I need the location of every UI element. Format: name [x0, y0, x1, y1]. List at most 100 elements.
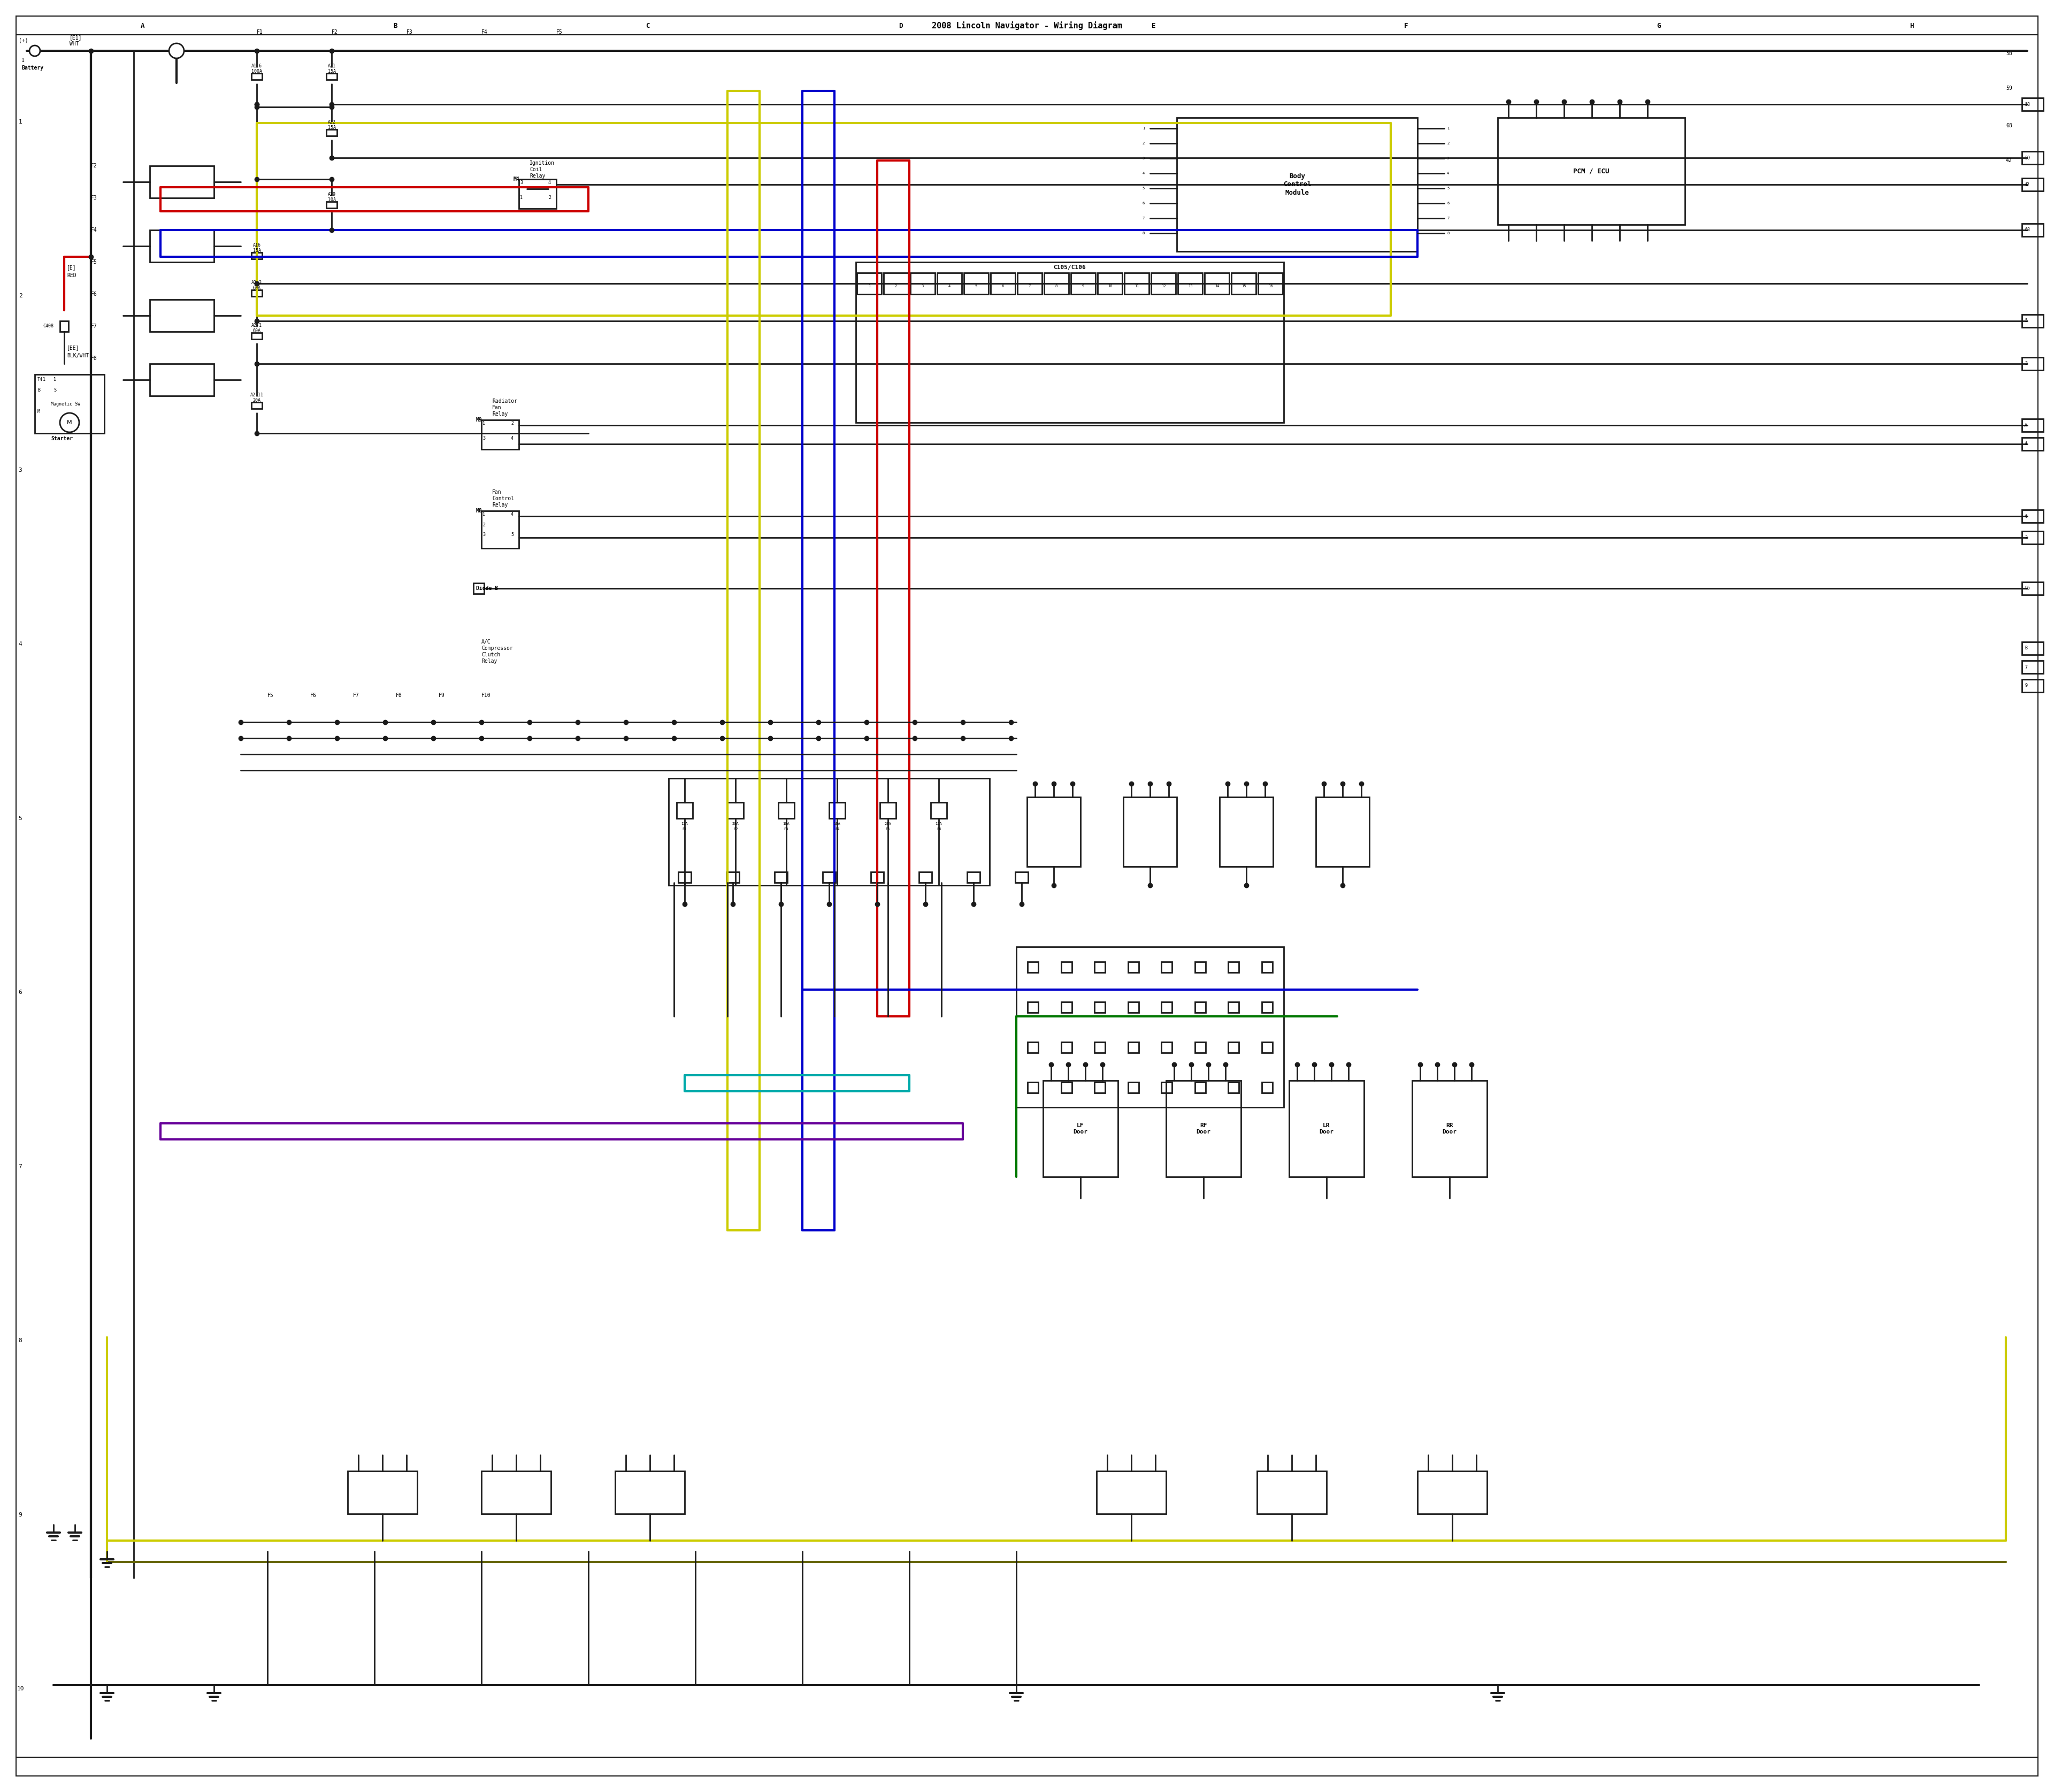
Text: 3: 3 [922, 285, 924, 289]
Bar [1097, 272, 1121, 294]
Bar [1161, 1082, 1173, 1093]
Text: T4: T4 [37, 378, 43, 382]
Text: B: B [392, 22, 396, 29]
Bar [1017, 272, 1041, 294]
Text: 42: 42 [2025, 183, 2029, 186]
Bar [1017, 946, 1284, 1107]
Circle shape [168, 43, 185, 59]
Text: 4: 4 [511, 435, 514, 441]
Text: Relay: Relay [481, 658, 497, 663]
Text: F2: F2 [733, 828, 737, 831]
Text: H: H [1910, 22, 1914, 29]
Text: F5: F5 [557, 29, 563, 34]
Bar [778, 803, 795, 819]
Text: 6: 6 [1446, 202, 1450, 204]
Bar [879, 803, 896, 819]
Text: 1: 1 [18, 118, 23, 124]
Bar [918, 873, 933, 883]
Bar [2021, 437, 2044, 450]
Text: F7: F7 [353, 694, 359, 699]
Bar [1261, 1041, 1271, 1052]
Text: 14: 14 [1214, 285, 1220, 289]
Text: LF
Door: LF Door [1074, 1124, 1089, 1134]
Text: 2: 2 [18, 294, 23, 299]
Text: 13: 13 [1187, 285, 1193, 289]
Text: 5: 5 [1142, 186, 1144, 190]
Bar [150, 299, 214, 332]
Bar [1228, 962, 1239, 973]
Bar [910, 272, 935, 294]
Text: A1-6: A1-6 [251, 65, 263, 68]
Text: 5: 5 [511, 532, 514, 538]
Text: 4: 4 [511, 513, 514, 518]
Bar [2021, 419, 2044, 432]
Text: A: A [2025, 423, 2027, 428]
Bar [1027, 1082, 1039, 1093]
Bar [60, 321, 68, 332]
Text: 20A: 20A [731, 823, 739, 826]
Text: 95: 95 [2025, 586, 2029, 591]
Bar [1413, 1081, 1487, 1177]
Text: RR
Door: RR Door [1442, 1124, 1456, 1134]
Text: WHT: WHT [70, 41, 78, 47]
Bar [678, 873, 690, 883]
Text: 3: 3 [1142, 156, 1144, 159]
Bar [1095, 1002, 1105, 1012]
Text: 5: 5 [976, 285, 978, 289]
Bar [2021, 582, 2044, 595]
Text: Body
Control
Module: Body Control Module [1284, 174, 1310, 195]
Text: E: E [1152, 22, 1154, 29]
Text: 11: 11 [1134, 285, 1138, 289]
Text: 15A: 15A [682, 823, 688, 826]
Text: S: S [53, 389, 55, 392]
Text: 20A: 20A [253, 398, 261, 403]
Bar [1062, 1082, 1072, 1093]
Text: 1: 1 [21, 57, 25, 63]
Bar [2021, 99, 2044, 111]
Bar [2021, 679, 2044, 692]
Text: F6: F6 [90, 292, 97, 297]
Bar [347, 1471, 417, 1514]
Bar [1128, 962, 1138, 973]
Bar [1257, 272, 1282, 294]
Bar [676, 803, 692, 819]
Text: Ignition: Ignition [530, 161, 555, 167]
Bar [1417, 1471, 1487, 1514]
Bar [1228, 1082, 1239, 1093]
Text: F1: F1 [257, 29, 263, 34]
Text: 6: 6 [2025, 514, 2027, 518]
Bar [1195, 962, 1206, 973]
Text: 59: 59 [2025, 156, 2029, 159]
Bar [1027, 1002, 1039, 1012]
Bar [2021, 661, 2044, 674]
Text: F10: F10 [481, 694, 491, 699]
Circle shape [60, 412, 80, 432]
Text: 10A: 10A [834, 823, 840, 826]
Bar [1167, 1081, 1241, 1177]
Circle shape [29, 45, 41, 56]
Bar [1027, 962, 1039, 973]
Text: F5: F5 [885, 828, 889, 831]
Text: F6: F6 [937, 828, 941, 831]
Text: 4: 4 [1446, 172, 1450, 176]
Text: B: B [37, 389, 41, 392]
Bar [1161, 1041, 1173, 1052]
Text: A/C: A/C [481, 640, 491, 645]
Bar [1228, 1041, 1239, 1052]
Text: Compressor: Compressor [481, 645, 514, 650]
Bar [1161, 1002, 1173, 1012]
Text: 68: 68 [2025, 228, 2029, 233]
Bar [883, 272, 908, 294]
Text: A16: A16 [253, 244, 261, 247]
Text: Diode B: Diode B [477, 586, 497, 591]
Bar [670, 778, 990, 885]
Text: M4: M4 [514, 177, 520, 181]
Text: 10A: 10A [329, 197, 335, 202]
Bar [1128, 1082, 1138, 1093]
Text: Starter: Starter [51, 435, 72, 441]
Bar [1095, 962, 1105, 973]
Text: Relay: Relay [493, 412, 507, 418]
Text: F1: F1 [682, 828, 686, 831]
Text: 4: 4 [1142, 172, 1144, 176]
Bar [1128, 1041, 1138, 1052]
